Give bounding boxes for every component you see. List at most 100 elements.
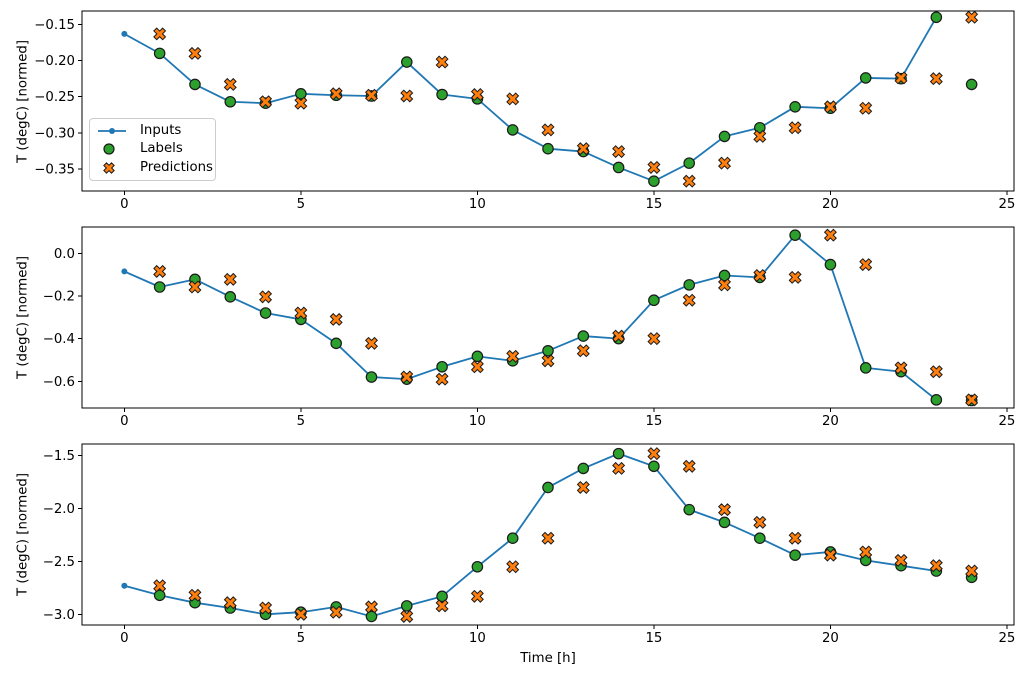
- y-tick-label: −2.5: [43, 555, 75, 570]
- y-tick-label: −0.15: [34, 18, 75, 33]
- x-tick-label: 25: [998, 197, 1015, 212]
- prediction-marker: [400, 89, 414, 103]
- label-marker: [789, 549, 801, 561]
- label-marker: [648, 175, 660, 187]
- y-tick-label: −0.25: [34, 90, 75, 105]
- y-tick-label: −0.30: [34, 126, 75, 141]
- legend: Inputs Labels Predictions: [89, 118, 216, 181]
- prediction-marker: [788, 531, 802, 545]
- label-marker: [365, 610, 378, 623]
- prediction-marker: [259, 95, 273, 109]
- label-marker: [295, 88, 307, 100]
- prediction-marker: [329, 87, 343, 101]
- prediction-marker: [612, 461, 626, 475]
- prediction-marker: [364, 600, 378, 614]
- subplot-2: 0 5 10 15 20 25 0.0 −0.2 −0.4 −0.6: [43, 226, 1015, 429]
- axes-frame: [81, 443, 1015, 626]
- prediction-marker: [506, 92, 520, 106]
- prediction-marker: [647, 447, 661, 461]
- input-dot-marker: [121, 30, 128, 37]
- legend-circle-swatch: [103, 143, 115, 156]
- prediction-marker: [223, 596, 237, 610]
- prediction-marker: [188, 280, 202, 294]
- prediction-marker: [153, 264, 167, 278]
- prediction-marker: [329, 605, 343, 619]
- prediction-marker: [823, 100, 837, 114]
- label-marker: [718, 516, 731, 529]
- prediction-marker: [718, 156, 732, 170]
- label-marker: [365, 371, 378, 383]
- y-tick-label: −1.5: [43, 449, 75, 464]
- prediction-marker: [188, 46, 202, 60]
- prediction-marker: [259, 290, 273, 304]
- label-marker: [683, 279, 696, 291]
- label-marker: [542, 481, 554, 494]
- prediction-marker: [329, 312, 343, 326]
- prediction-marker: [929, 72, 943, 86]
- inputs-line: [124, 452, 937, 618]
- prediction-marker: [435, 599, 449, 613]
- label-marker: [400, 56, 413, 68]
- x-tick-label: 10: [469, 631, 486, 646]
- prediction-marker: [435, 55, 449, 69]
- prediction-marker: [753, 268, 767, 282]
- prediction-marker: [859, 258, 873, 272]
- prediction-marker: [400, 609, 414, 623]
- prediction-marker: [682, 459, 696, 473]
- prediction-marker: [259, 601, 273, 615]
- legend-label: Inputs: [140, 123, 182, 139]
- prediction-marker: [647, 160, 661, 174]
- label-marker: [612, 161, 625, 174]
- prediction-marker: [965, 393, 979, 407]
- legend-item-predictions: Predictions: [97, 159, 213, 177]
- prediction-marker: [294, 607, 308, 621]
- prediction-marker: [894, 361, 908, 375]
- prediction-marker: [788, 270, 802, 284]
- prediction-marker: [894, 553, 908, 567]
- axes-frame: [81, 10, 1015, 192]
- prediction-marker: [470, 88, 484, 102]
- y-tick-label: −3.0: [43, 608, 75, 623]
- prediction-marker: [294, 96, 308, 110]
- prediction-marker: [788, 121, 802, 135]
- label-marker: [859, 72, 872, 84]
- x-tick-label: 15: [645, 197, 662, 212]
- x-tick-label: 5: [297, 631, 305, 646]
- prediction-marker: [859, 545, 873, 559]
- inputs-line-icon: [98, 128, 126, 135]
- x-tick-label: 20: [822, 631, 839, 646]
- x-tick-label: 0: [120, 631, 128, 646]
- label-marker: [930, 11, 943, 24]
- prediction-marker: [364, 88, 378, 102]
- label-marker: [648, 460, 660, 473]
- prediction-marker: [612, 145, 626, 159]
- label-marker: [754, 532, 766, 545]
- prediction-marker: [965, 564, 979, 578]
- x-tick-label: 20: [822, 414, 839, 429]
- prediction-marker: [541, 123, 555, 137]
- label-marker: [612, 447, 625, 460]
- label-marker: [436, 590, 448, 603]
- prediction-marker: [541, 354, 555, 368]
- y-tick-label: −2.0: [43, 502, 75, 517]
- predictions-x-icon: [103, 161, 115, 174]
- input-dot-marker: [121, 582, 128, 589]
- label-marker: [436, 360, 448, 373]
- label-marker: [224, 291, 237, 303]
- label-marker: [153, 47, 166, 60]
- label-marker: [577, 462, 590, 475]
- label-marker: [506, 532, 519, 545]
- prediction-marker: [470, 589, 484, 603]
- prediction-marker: [929, 365, 943, 379]
- prediction-marker: [859, 101, 873, 115]
- label-marker: [189, 78, 201, 91]
- legend-dot-swatch: [109, 128, 115, 135]
- legend-label: Labels: [140, 141, 183, 157]
- label-marker: [718, 269, 731, 282]
- prediction-marker: [153, 579, 167, 593]
- label-marker: [153, 281, 166, 293]
- prediction-marker: [400, 370, 414, 384]
- label-marker: [542, 344, 554, 357]
- prediction-marker: [929, 559, 943, 573]
